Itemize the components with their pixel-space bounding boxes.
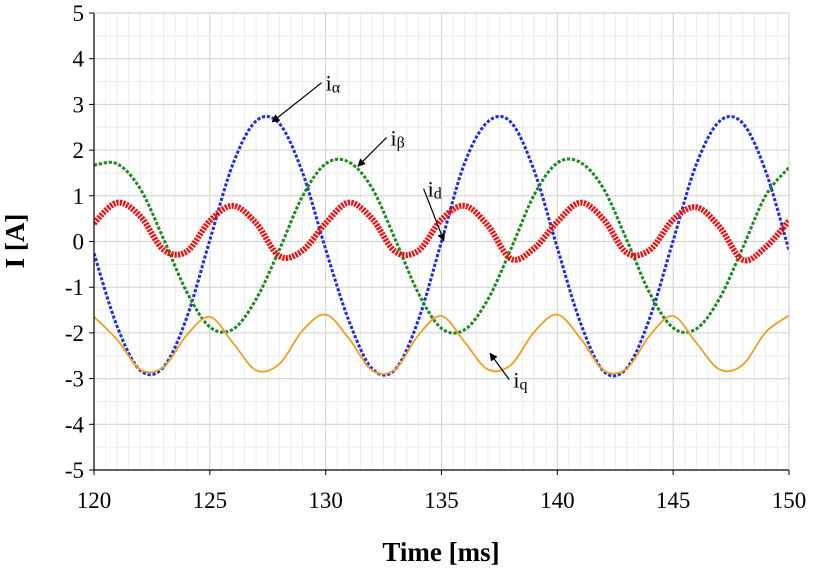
series-line-i-beta xyxy=(94,157,789,335)
annotation-main: i xyxy=(326,71,332,96)
y-tick-label: -5 xyxy=(65,458,84,483)
y-tick-label: 4 xyxy=(73,47,85,72)
annotation-sub: α xyxy=(332,80,341,97)
y-tick-label: 2 xyxy=(73,138,85,163)
x-axis-title: Time [ms] xyxy=(382,537,499,567)
y-tick-label: 1 xyxy=(73,184,85,209)
annotation-main: i xyxy=(513,368,519,393)
annotation-label-i-alpha: iα xyxy=(326,71,341,97)
y-tick-label: 3 xyxy=(73,92,85,117)
x-tick-label: 145 xyxy=(656,488,691,513)
x-tick-label: 135 xyxy=(424,488,459,513)
series-line-i-d xyxy=(94,199,789,264)
annotation-arrow-i-q xyxy=(489,352,510,381)
y-tick-label: 0 xyxy=(73,230,85,255)
y-axis-title: I [A] xyxy=(0,214,30,269)
annotation-sub: q xyxy=(519,377,527,394)
y-tick-label: -2 xyxy=(65,321,84,346)
annotation-label-i-q: iq xyxy=(513,368,527,394)
y-tick-label: -3 xyxy=(65,367,84,392)
annotation-sub: d xyxy=(434,186,442,203)
x-tick-label: 140 xyxy=(540,488,575,513)
x-tick-label: 120 xyxy=(77,488,112,513)
annotation-arrow-i-beta xyxy=(357,137,387,167)
annotation-arrow-i-alpha xyxy=(271,82,323,123)
x-tick-label: 150 xyxy=(772,488,807,513)
annotation-arrow-i-d xyxy=(423,188,446,242)
y-tick-label: -1 xyxy=(65,275,84,300)
x-tick-label: 130 xyxy=(308,488,343,513)
y-tick-label: 5 xyxy=(73,1,85,26)
annotation-label-i-beta: iβ xyxy=(391,126,405,152)
annotation-label-i-d: id xyxy=(428,177,442,203)
y-tick-label: -4 xyxy=(65,412,85,437)
tick-labels: 5 4 3 2 1 0 -1 -2 -3 -4 -5 120 125 130 135 140 145 150 xyxy=(65,1,806,513)
annotation-sub: β xyxy=(397,135,405,152)
annotation-main: i xyxy=(391,126,397,151)
series-line-i-q xyxy=(94,313,789,375)
annotation-main: i xyxy=(428,177,434,202)
x-tick-label: 125 xyxy=(193,488,228,513)
